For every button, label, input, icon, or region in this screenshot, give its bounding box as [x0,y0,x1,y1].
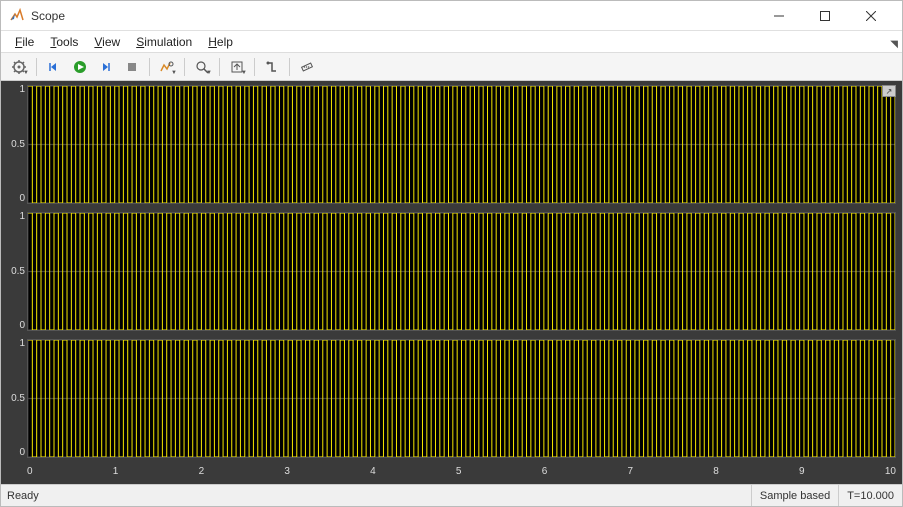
x-tick-label: 4 [370,466,376,482]
autoscale-button[interactable]: ▼ [225,56,249,78]
y-tick-label: 1 [3,339,25,349]
toolbar-separator [36,58,37,76]
measurements-button[interactable] [295,56,319,78]
status-mode: Sample based [751,485,838,506]
stop-button[interactable] [120,56,144,78]
y-tick-label: 1 [3,212,25,222]
x-tick-label: 9 [799,466,805,482]
zoom-button[interactable]: ▼ [190,56,214,78]
x-tick-label: 2 [199,466,205,482]
y-axis-labels: 1 0.5 0 [3,85,25,204]
y-tick-label: 0 [3,321,25,331]
menu-file[interactable]: File [7,33,42,51]
plot-panel-2: 1 0.5 0 [27,212,896,331]
x-tick-label: 1 [113,466,119,482]
y-tick-label: 0 [3,194,25,204]
x-tick-label: 0 [27,466,33,482]
x-tick-label: 3 [284,466,290,482]
x-tick-label: 8 [713,466,719,482]
menu-corner-icon[interactable]: ◥ [890,39,898,50]
signal-line [28,340,895,457]
menu-help[interactable]: Help [200,33,241,51]
menu-view[interactable]: View [86,33,128,51]
y-tick-label: 0.5 [3,140,25,150]
x-tick-label: 10 [885,466,896,482]
x-tick-label: 7 [627,466,633,482]
menu-tools[interactable]: Tools [42,33,86,51]
y-tick-label: 0.5 [3,394,25,404]
close-button[interactable] [848,1,894,31]
plot-panel-1: 1 0.5 0 [27,85,896,204]
y-tick-label: 0 [3,448,25,458]
x-axis-labels: 0 1 2 3 4 5 6 7 8 9 10 [27,466,896,482]
x-tick-label: 6 [542,466,548,482]
settings-button[interactable]: ▼ [7,56,31,78]
plot-container: ↗ 1 0.5 0 1 0.5 0 1 0.5 0 [1,81,902,484]
toolbar-separator [254,58,255,76]
y-axis-labels: 1 0.5 0 [3,212,25,331]
plot-axes-2[interactable] [27,212,896,331]
step-back-button[interactable] [42,56,66,78]
plot-panel-3: 1 0.5 0 [27,339,896,458]
menu-simulation[interactable]: Simulation [128,33,200,51]
matlab-icon [9,8,25,24]
run-button[interactable] [68,56,92,78]
minimize-button[interactable] [756,1,802,31]
toolbar-separator [219,58,220,76]
statusbar: Ready Sample based T=10.000 [1,484,902,506]
signal-line [28,86,895,203]
window-title: Scope [31,9,756,23]
triggers-button[interactable] [260,56,284,78]
expand-icon[interactable]: ↗ [882,85,896,97]
y-axis-labels: 1 0.5 0 [3,339,25,458]
window-buttons [756,1,894,31]
plot-axes-1[interactable] [27,85,896,204]
toolbar: ▼ ▼ ▼ ▼ [1,53,902,81]
plot-axes-3[interactable] [27,339,896,458]
toolbar-separator [184,58,185,76]
x-tick-label: 5 [456,466,462,482]
status-text: Ready [1,490,751,502]
toolbar-separator [289,58,290,76]
step-forward-button[interactable] [94,56,118,78]
titlebar: Scope [1,1,902,31]
y-tick-label: 0.5 [3,267,25,277]
status-time: T=10.000 [838,485,902,506]
toolbar-separator [149,58,150,76]
maximize-button[interactable] [802,1,848,31]
menubar: File Tools View Simulation Help ◥ [1,31,902,53]
signal-line [28,213,895,330]
y-tick-label: 1 [3,85,25,95]
highlight-signal-button[interactable]: ▼ [155,56,179,78]
